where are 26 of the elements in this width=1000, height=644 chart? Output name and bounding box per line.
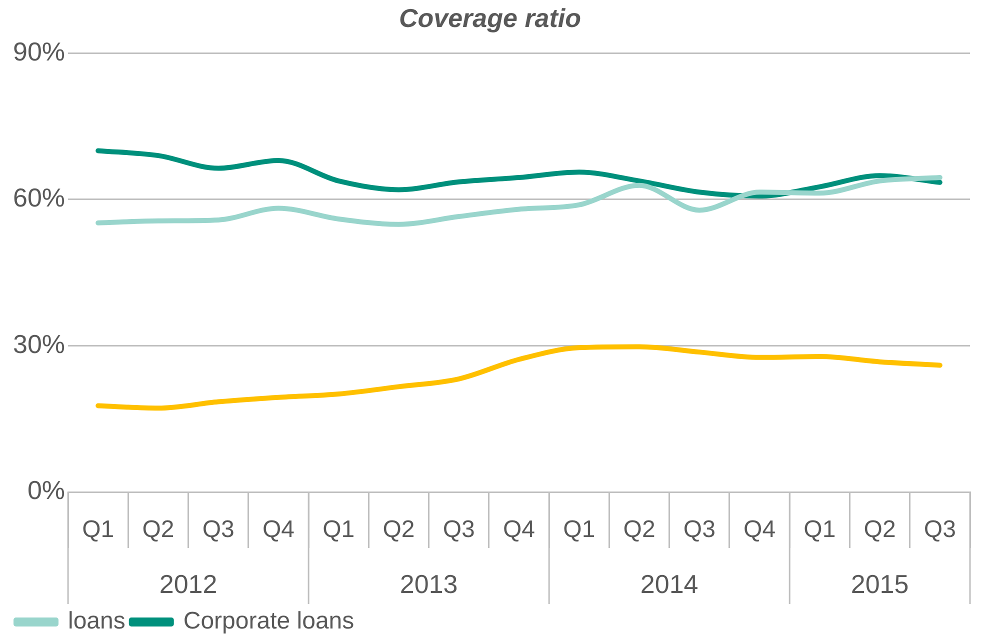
x-tick-label: Q1 [804, 516, 836, 544]
x-tick-label: Q3 [683, 516, 716, 544]
x-tick-label: Q2 [142, 516, 174, 544]
x-tick-label: Q2 [382, 516, 415, 544]
y-tick-label: 60% [12, 182, 66, 213]
x-tick-label: Q4 [744, 516, 776, 544]
text: 2015 [850, 569, 909, 600]
x-tick-label: Q4 [503, 516, 536, 544]
y-tick-label: 0% [27, 475, 66, 506]
x-tick-label: Q3 [202, 516, 234, 544]
y-tick-label: 90% [12, 36, 66, 66]
x-tick-label: Q1 [322, 516, 355, 544]
text: 2014 [640, 569, 698, 600]
x-tick-label: Q1 [563, 516, 596, 544]
legend-label: Corporate loans [183, 608, 354, 635]
x-tick-label: Q2 [623, 516, 656, 544]
x-tick-label: Q3 [924, 516, 956, 544]
x-tick-label: Q4 [262, 516, 295, 544]
legend-label: loans [68, 608, 126, 635]
x-tick-label: Q1 [82, 516, 114, 544]
text: 2013 [400, 569, 458, 600]
y-tick-label: 30% [12, 328, 66, 359]
x-tick-label: Q2 [864, 516, 896, 544]
chart-title: Coverage ratio [398, 2, 582, 33]
x-tick-label: Q3 [442, 516, 475, 544]
text: 2012 [159, 569, 218, 600]
